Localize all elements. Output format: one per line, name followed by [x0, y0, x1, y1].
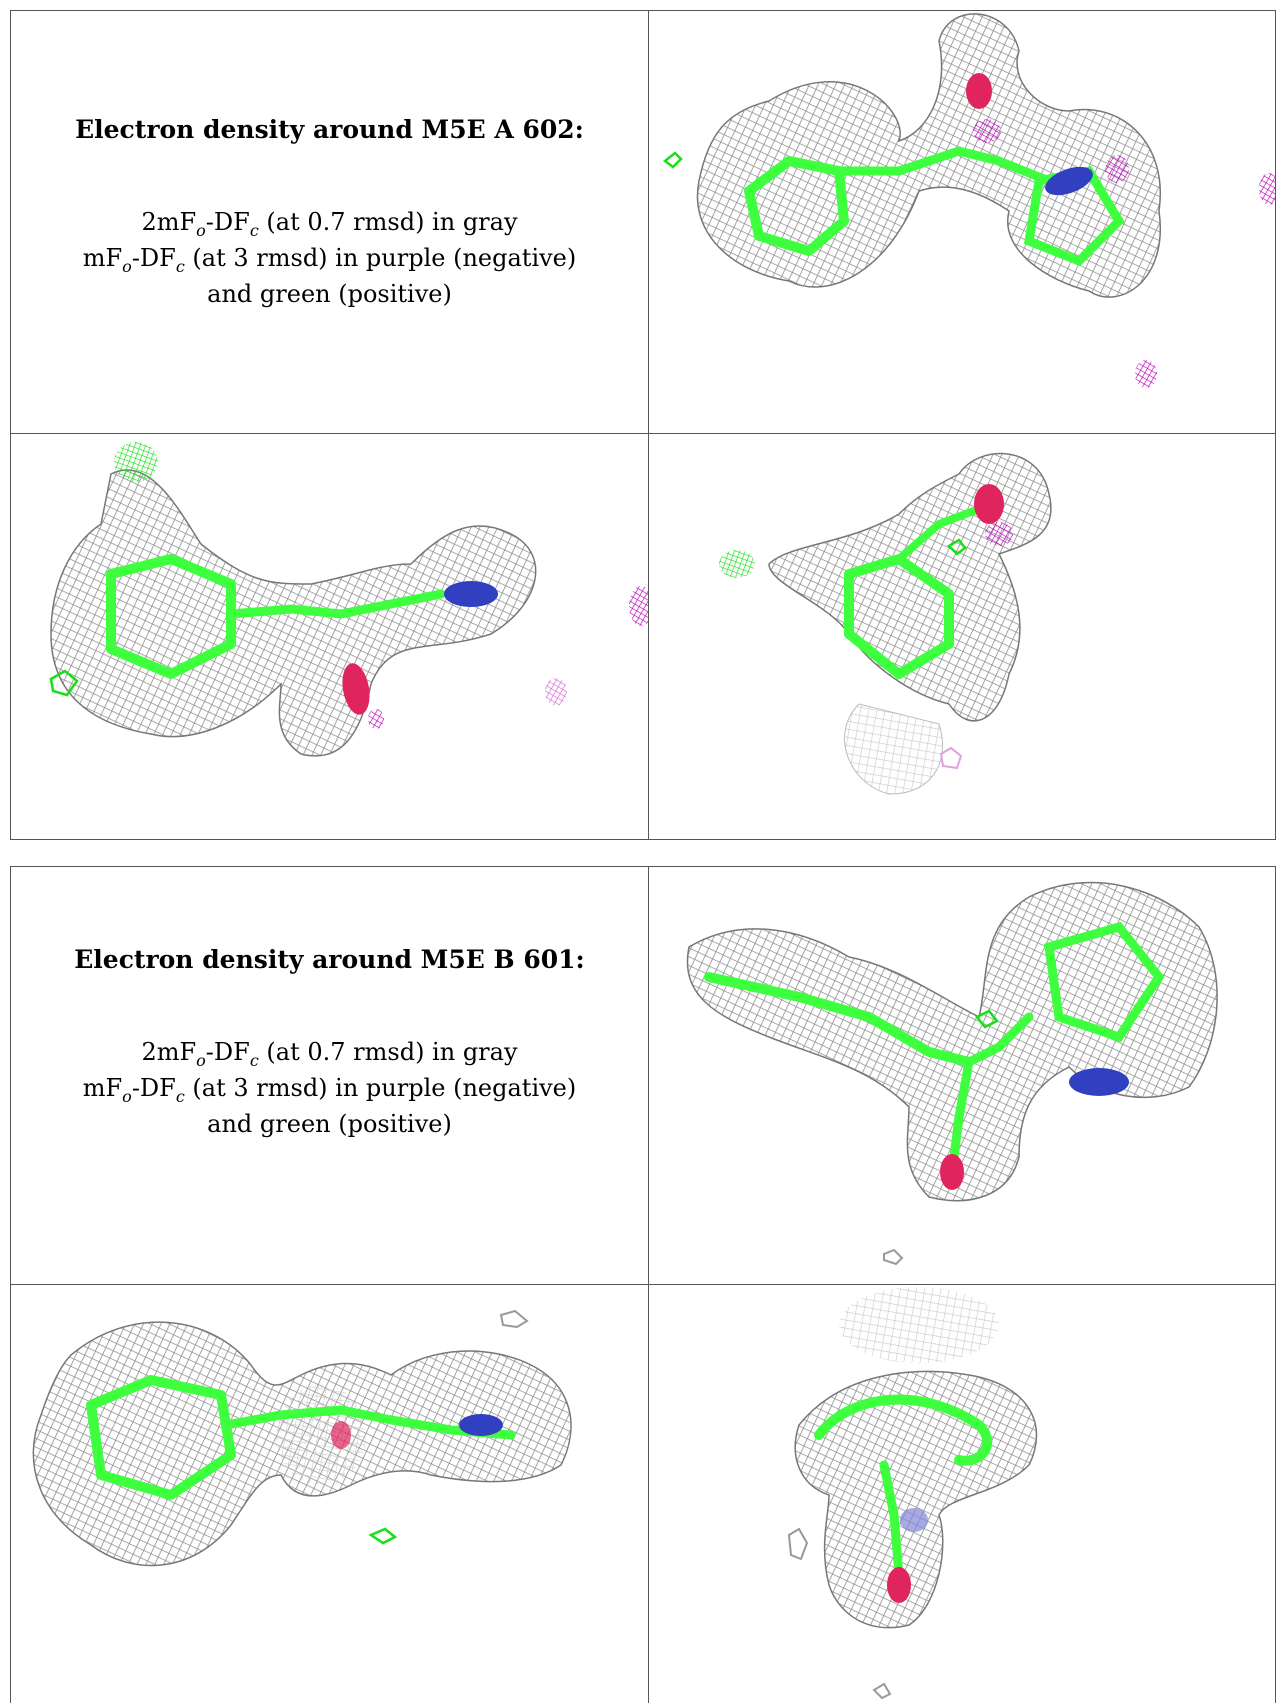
negative-density-blob [368, 709, 384, 729]
positive-density-blob [946, 538, 967, 556]
ligand-chain [226, 589, 446, 619]
density-mesh [696, 13, 1162, 298]
legend-line-green: and green (positive) [207, 280, 452, 308]
density-view-top-right [649, 11, 1275, 433]
negative-density-blob [985, 522, 1013, 546]
oxygen-atom [974, 484, 1004, 524]
density-mesh [686, 881, 1218, 1202]
negative-density-blob [1105, 155, 1129, 183]
positive-density-blob [662, 151, 683, 169]
ligand-chain [895, 505, 983, 563]
oxygen-atom [887, 1567, 911, 1603]
positive-density-blob [49, 669, 79, 697]
density-view-bottom-left [11, 434, 648, 839]
oxygen-atom [940, 1154, 964, 1190]
nitrogen-atom [1069, 1068, 1129, 1096]
nitrogen-atom [444, 581, 498, 607]
nitrogen-atom [459, 1414, 503, 1436]
pyrrolidine-ring [1043, 921, 1165, 1043]
positive-density-blob [114, 442, 158, 482]
ligand-chain [221, 1405, 516, 1440]
negative-density-blob [973, 119, 1001, 143]
panel-divider-horizontal [11, 433, 1275, 434]
legend-line-gray: 2mFo-DFc (at 0.7 rmsd) in gray [141, 1038, 518, 1070]
density-mesh-back [276, 1385, 366, 1485]
figure-panel-a602: Electron density around M5E A 602: 2mFo-… [10, 10, 1276, 840]
caption-b601: Electron density around M5E B 601: 2mFo-… [11, 945, 648, 1142]
ligand-chain [834, 146, 1054, 186]
panel-divider-horizontal [11, 1284, 1275, 1285]
density-mesh-back [844, 703, 943, 795]
phenyl-ring [86, 1375, 236, 1500]
nitrogen-atom [1045, 166, 1093, 196]
ligand-chain [964, 1012, 1034, 1067]
negative-density-blob [545, 678, 567, 706]
stray-density-fragment [499, 1309, 529, 1329]
negative-density-blob [939, 746, 963, 770]
phenyl-ring-edge-on [814, 1394, 993, 1466]
legend-line-gray: 2mFo-DFc (at 0.7 rmsd) in gray [141, 208, 518, 240]
figure-title: Electron density around M5E B 601: [74, 945, 585, 974]
density-view-top-right [649, 867, 1275, 1284]
stray-density-fragment [872, 1682, 892, 1700]
oxygen-atom [342, 663, 370, 715]
panel-divider-vertical [648, 867, 649, 1703]
density-view-bottom-right [649, 434, 1275, 839]
stray-density-fragment [787, 1527, 809, 1561]
stray-density-fragment [883, 1248, 904, 1266]
density-view-bottom-left [11, 1285, 648, 1703]
negative-density-blob [629, 586, 648, 626]
figure-title: Electron density around M5E A 602: [75, 115, 584, 144]
caption-a602: Electron density around M5E A 602: 2mFo-… [11, 115, 648, 312]
positive-density-blob [719, 550, 755, 578]
legend-line-green: and green (positive) [207, 1110, 452, 1138]
negative-density-blob [1259, 173, 1275, 205]
legend-line-purple: mFo-DFc (at 3 rmsd) in purple (negative) [82, 244, 577, 276]
negative-density-blob [1135, 360, 1157, 388]
oxygen-atom [331, 1421, 351, 1449]
positive-density-blob [368, 1527, 398, 1545]
legend-text: 2mFo-DFc (at 0.7 rmsd) in gray mFo-DFc (… [11, 1034, 648, 1142]
density-mesh [794, 1370, 1038, 1629]
phenyl-ring [106, 554, 236, 679]
phenyl-ring [744, 156, 849, 256]
oxygen-atom [966, 73, 992, 109]
phenyl-ring-edge-on [704, 972, 974, 1067]
density-mesh [768, 452, 1052, 722]
density-view-bottom-right [649, 1285, 1275, 1703]
legend-text: 2mFo-DFc (at 0.7 rmsd) in gray mFo-DFc (… [11, 204, 648, 312]
ligand-chain [949, 1057, 974, 1162]
figure-panel-b601: Electron density around M5E B 601: 2mFo-… [10, 866, 1276, 1703]
panel-divider-vertical [648, 11, 649, 839]
ligand-chain [879, 1460, 904, 1580]
legend-line-purple: mFo-DFc (at 3 rmsd) in purple (negative) [82, 1074, 577, 1106]
density-mesh-back [839, 1287, 999, 1363]
nitrogen-atom [900, 1508, 928, 1532]
positive-density-blob [975, 1009, 999, 1029]
